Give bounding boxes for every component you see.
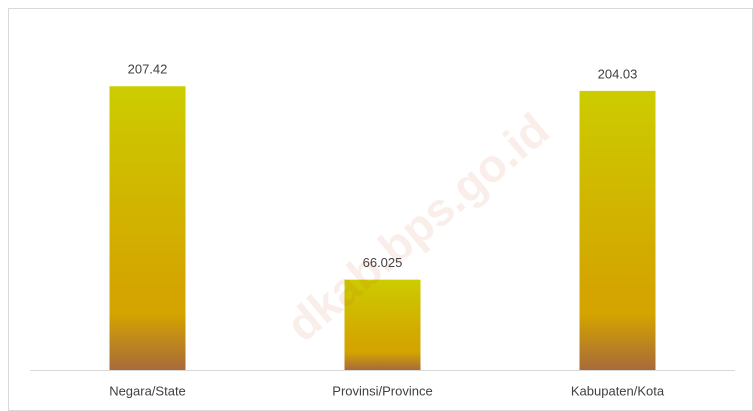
data-label: 204.03 xyxy=(598,66,638,81)
x-tick-label: Provinsi/Province xyxy=(332,383,432,398)
x-tick-label: Negara/State xyxy=(109,383,186,398)
x-tick-label: Kabupaten/Kota xyxy=(571,383,665,398)
data-label: 207.42 xyxy=(128,62,168,77)
bar xyxy=(344,279,421,370)
bar xyxy=(579,90,656,370)
bar xyxy=(109,86,186,370)
data-label: 66.025 xyxy=(363,255,403,270)
